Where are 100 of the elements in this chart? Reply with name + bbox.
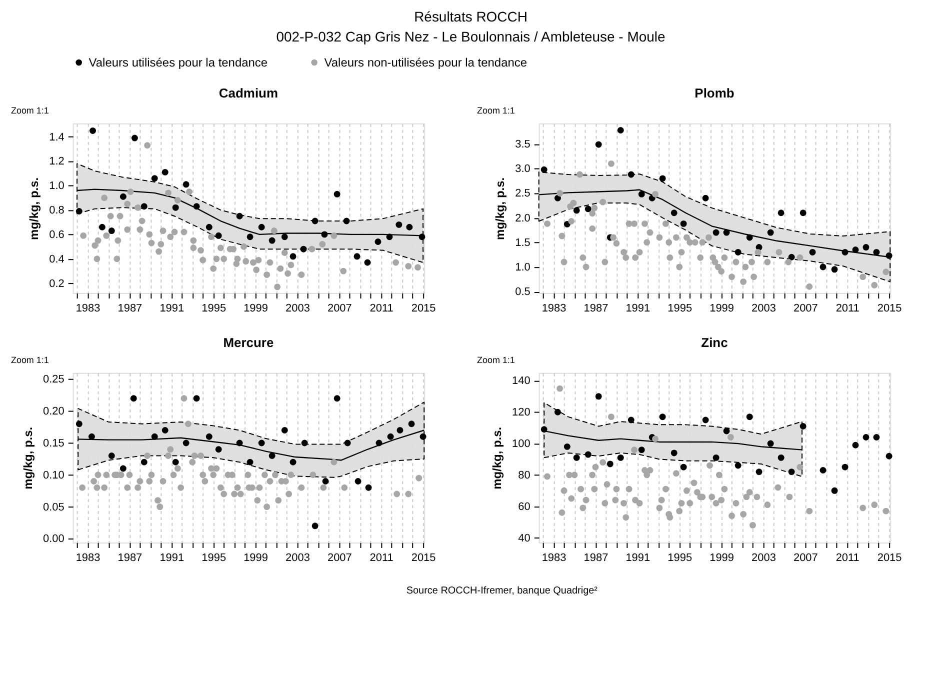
- point: [387, 433, 394, 440]
- x-tick-label: 2011: [836, 552, 860, 564]
- point: [246, 458, 254, 466]
- point: [246, 234, 254, 240]
- y-tick-label: 0.20: [43, 406, 64, 418]
- point: [76, 420, 82, 428]
- point: [852, 442, 859, 448]
- point: [831, 266, 838, 273]
- point: [554, 194, 561, 202]
- x-tick-label: 1995: [202, 552, 226, 564]
- x-tick-label: 1999: [244, 302, 268, 314]
- x-tick-label: 2007: [793, 302, 818, 314]
- point: [98, 224, 106, 230]
- point: [120, 465, 126, 472]
- point: [354, 253, 360, 260]
- point: [334, 190, 340, 198]
- point: [258, 224, 265, 230]
- point: [886, 452, 892, 460]
- x-tick-label: 1995: [668, 302, 692, 314]
- text: 002-P-032 Cap Gris Nez - Le Boulonnais / Ambleteuse - Moule: [276, 28, 666, 45]
- point: [628, 171, 634, 178]
- point: [322, 478, 329, 484]
- point: [354, 478, 362, 484]
- point: [182, 181, 190, 188]
- point: [573, 454, 580, 461]
- point: [268, 452, 276, 459]
- point: [778, 210, 784, 216]
- point: [290, 458, 296, 466]
- point: [540, 426, 548, 433]
- point: [281, 234, 288, 240]
- y-tick-label: 0.4: [49, 253, 64, 266]
- point: [746, 414, 753, 420]
- point: [88, 433, 95, 440]
- point: [151, 175, 158, 182]
- x-tick-label: 1987: [118, 302, 142, 314]
- point: [712, 229, 720, 236]
- point: [343, 218, 350, 224]
- point: [842, 248, 848, 256]
- point: [344, 440, 351, 446]
- point: [206, 224, 212, 230]
- y-axis-title: mg/kg, p.s.: [27, 177, 42, 240]
- x-tick-label: 1999: [244, 552, 268, 564]
- y-axis-title: mg/kg, p.s.: [490, 426, 504, 490]
- x-tick-label: 2015: [877, 302, 902, 314]
- point: [820, 467, 826, 474]
- point: [734, 248, 742, 256]
- point: [334, 395, 340, 402]
- y-tick-label: 0.8: [49, 204, 64, 217]
- y-tick-label: 0.05: [43, 501, 64, 514]
- point: [573, 207, 580, 214]
- point: [702, 194, 709, 202]
- y-tick-label: 3.0: [515, 163, 530, 176]
- x-tick-label: 1991: [160, 552, 184, 564]
- point: [420, 433, 426, 440]
- point: [723, 428, 730, 434]
- x-tick-label: 1987: [118, 552, 142, 564]
- y-tick-label: 0.10: [43, 469, 64, 482]
- x-tick-label: 2007: [327, 302, 352, 314]
- x-tick-label: 2003: [752, 552, 776, 564]
- y-tick-label: 3.5: [515, 138, 530, 151]
- point: [862, 244, 870, 251]
- x-tick-label: 2007: [793, 552, 818, 564]
- chart-title: Cadmium: [218, 85, 278, 100]
- point: [108, 228, 115, 234]
- point: [215, 446, 222, 453]
- point: [842, 464, 848, 470]
- y-tick-label: 0.5: [515, 286, 530, 298]
- point: [281, 427, 288, 434]
- y-tick-label: 0.15: [43, 437, 64, 450]
- point: [300, 246, 307, 252]
- y-tick-label: 80: [518, 469, 530, 482]
- point: [364, 259, 371, 266]
- point: [406, 224, 413, 230]
- x-tick-label: 1983: [76, 302, 100, 314]
- point: [172, 458, 179, 466]
- point: [584, 206, 592, 212]
- point: [321, 231, 328, 238]
- point: [301, 440, 308, 446]
- y-tick-label: 2.0: [515, 212, 530, 224]
- point: [120, 193, 126, 200]
- y-tick-label: 0.25: [43, 374, 64, 386]
- point: [831, 487, 838, 494]
- y-tick-label: 1.0: [515, 261, 530, 274]
- point: [638, 190, 645, 198]
- y-tick-label: 40: [518, 532, 530, 544]
- point: [670, 450, 678, 456]
- x-tick-label: 1983: [542, 552, 566, 564]
- point: [312, 522, 318, 530]
- point: [386, 234, 393, 240]
- point: [788, 468, 795, 476]
- point: [236, 440, 243, 446]
- point: [659, 414, 666, 420]
- point: [162, 168, 168, 176]
- point: [852, 246, 859, 253]
- point: [680, 464, 687, 470]
- point: [193, 395, 200, 402]
- text: Zoom 1:1: [10, 105, 49, 116]
- legend-label: Valeurs utilisées pour la tendance: [88, 56, 268, 70]
- y-tick-label: 120: [512, 406, 530, 419]
- point: [236, 212, 243, 220]
